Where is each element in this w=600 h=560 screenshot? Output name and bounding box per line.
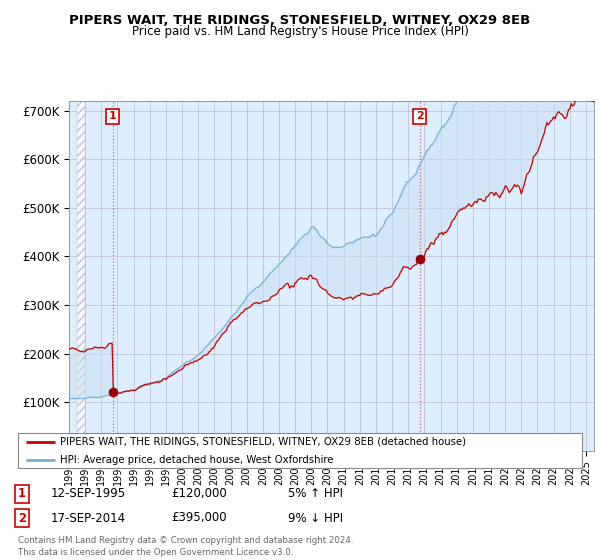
Text: £120,000: £120,000 [171, 487, 227, 501]
Text: 17-SEP-2014: 17-SEP-2014 [51, 511, 126, 525]
Text: HPI: Average price, detached house, West Oxfordshire: HPI: Average price, detached house, West… [60, 455, 334, 465]
Text: 1: 1 [109, 111, 116, 122]
FancyBboxPatch shape [18, 433, 582, 468]
Text: Price paid vs. HM Land Registry's House Price Index (HPI): Price paid vs. HM Land Registry's House … [131, 25, 469, 38]
Text: PIPERS WAIT, THE RIDINGS, STONESFIELD, WITNEY, OX29 8EB: PIPERS WAIT, THE RIDINGS, STONESFIELD, W… [70, 14, 530, 27]
Text: Contains HM Land Registry data © Crown copyright and database right 2024.
This d: Contains HM Land Registry data © Crown c… [18, 536, 353, 557]
Text: 2: 2 [416, 111, 424, 122]
Text: 5% ↑ HPI: 5% ↑ HPI [288, 487, 343, 501]
Text: 1: 1 [18, 487, 26, 501]
Bar [77, 101, 85, 451]
Text: 12-SEP-1995: 12-SEP-1995 [51, 487, 126, 501]
Text: 2: 2 [18, 511, 26, 525]
Text: PIPERS WAIT, THE RIDINGS, STONESFIELD, WITNEY, OX29 8EB (detached house): PIPERS WAIT, THE RIDINGS, STONESFIELD, W… [60, 437, 466, 446]
Text: £395,000: £395,000 [171, 511, 227, 525]
Text: 9% ↓ HPI: 9% ↓ HPI [288, 511, 343, 525]
